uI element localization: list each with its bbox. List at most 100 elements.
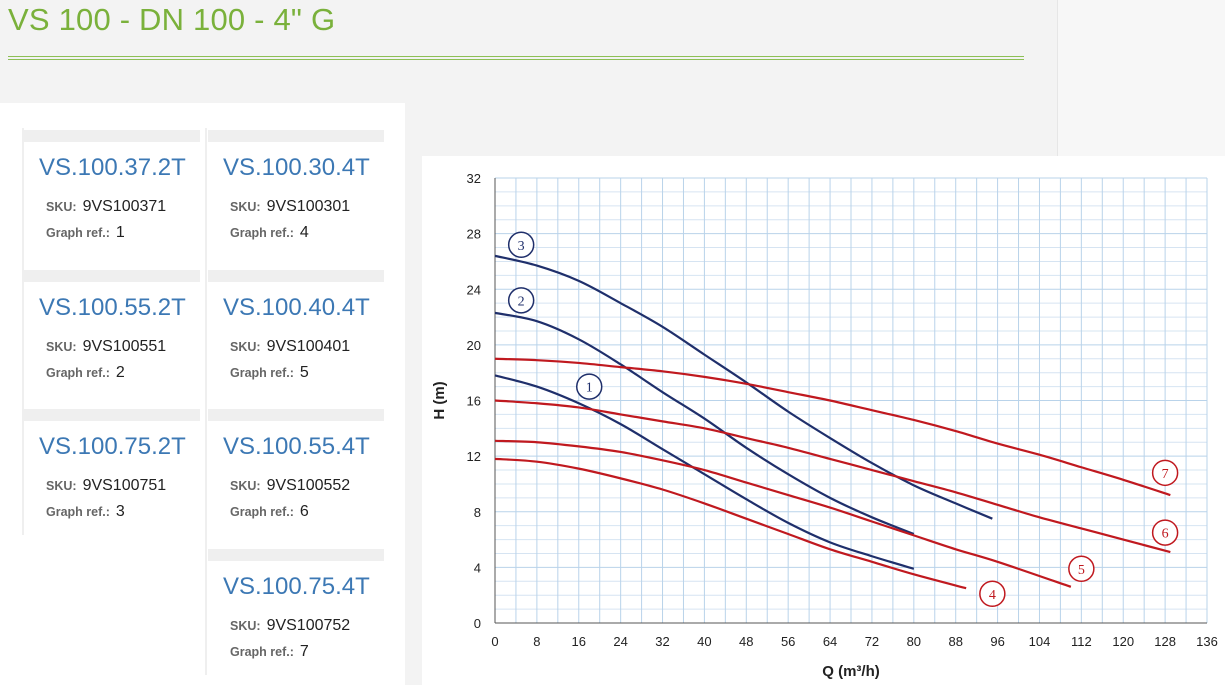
- graph-ref-label: Graph ref.:: [230, 226, 294, 240]
- sku-row: SKU: 9VS100551: [46, 338, 166, 356]
- curve-label: 1: [586, 381, 593, 396]
- curve-label-badge: [575, 373, 603, 400]
- curve-3: [494, 254, 993, 520]
- y-tick-label: 28: [467, 227, 481, 242]
- sku-label: SKU:: [230, 200, 261, 214]
- sku-label: SKU:: [230, 619, 261, 633]
- graph-ref-row: Graph ref.: 6: [230, 503, 309, 521]
- graph-ref-value: 5: [299, 364, 309, 381]
- graph-ref-value: 7: [299, 643, 309, 660]
- x-axis-title: Q (m³/h): [822, 663, 880, 680]
- card-separator: [24, 130, 200, 142]
- x-tick-label: 88: [948, 634, 962, 649]
- x-tick-label: 0: [491, 634, 498, 649]
- card-separator: [208, 270, 384, 282]
- curve-label-badge: [507, 231, 535, 258]
- curve-2: [494, 311, 915, 536]
- x-tick-label: 8: [533, 634, 540, 649]
- x-tick-label: 120: [1112, 634, 1134, 649]
- curve-label: 6: [1162, 527, 1169, 542]
- sku-value: 9VS100752: [266, 617, 351, 634]
- product-name-link[interactable]: VS.100.40.4T: [223, 294, 370, 321]
- curve-1: [494, 374, 915, 570]
- curve-label-badge: [1151, 519, 1179, 546]
- x-tick-label: 48: [739, 634, 753, 649]
- curve-7: [494, 357, 1171, 497]
- y-tick-label: 20: [467, 338, 481, 353]
- y-tick-label: 12: [467, 449, 481, 464]
- graph-ref-row: Graph ref.: 7: [230, 643, 309, 661]
- graph-ref-value: 3: [115, 503, 125, 520]
- sku-value: 9VS100751: [82, 477, 167, 494]
- curve-label: 2: [518, 294, 525, 309]
- title-divider-secondary: [8, 59, 1024, 60]
- x-tick-label: 16: [572, 634, 586, 649]
- sku-row: SKU: 9VS100371: [46, 198, 166, 216]
- x-tick-label: 72: [865, 634, 879, 649]
- sku-value: 9VS100552: [266, 477, 351, 494]
- graph-ref-row: Graph ref.: 1: [46, 224, 125, 242]
- product-name-link[interactable]: VS.100.75.2T: [39, 433, 186, 460]
- column-divider: [22, 128, 24, 535]
- graph-ref-row: Graph ref.: 3: [46, 503, 125, 521]
- x-tick-label: 24: [613, 634, 627, 649]
- curve-label-badge: [1068, 555, 1095, 583]
- product-name-link[interactable]: VS.100.37.2T: [39, 154, 186, 181]
- graph-ref-value: 4: [299, 224, 309, 241]
- sku-value: 9VS100371: [82, 198, 167, 215]
- page-title: VS 100 - DN 100 - 4" G: [8, 2, 336, 37]
- graph-ref-label: Graph ref.:: [46, 226, 110, 240]
- graph-ref-label: Graph ref.:: [230, 366, 294, 380]
- curve-label: 3: [518, 239, 525, 254]
- curve-4: [494, 457, 967, 590]
- card-separator: [208, 130, 384, 142]
- pump-curve-chart: 0 8 16 24 32 40 48 56 64 72 80 88 96 104 112 120 128 136 0…: [422, 156, 1225, 685]
- card-separator: [24, 270, 200, 282]
- sku-row: SKU: 9VS100751: [46, 477, 166, 495]
- product-card: VS.100.40.4T SKU: 9VS100401 Graph ref.: 5: [208, 270, 384, 402]
- x-tick-label: 104: [1029, 634, 1051, 649]
- product-name-link[interactable]: VS.100.75.4T: [223, 573, 370, 600]
- x-tick-label: 96: [990, 634, 1004, 649]
- graph-ref-label: Graph ref.:: [230, 645, 294, 659]
- sku-value: 9VS100301: [266, 198, 351, 215]
- x-tick-label: 64: [823, 634, 837, 649]
- product-name-link[interactable]: VS.100.30.4T: [223, 154, 370, 181]
- y-tick-label: 4: [474, 560, 481, 575]
- x-tick-label: 56: [781, 634, 795, 649]
- y-tick-label: 8: [474, 505, 481, 520]
- product-card: VS.100.37.2T SKU: 9VS100371 Graph ref.: 1: [24, 130, 200, 262]
- product-name-link[interactable]: VS.100.55.2T: [39, 294, 186, 321]
- curve-label-badge: [507, 287, 535, 314]
- card-separator: [208, 409, 384, 421]
- product-name-link[interactable]: VS.100.55.4T: [223, 433, 370, 460]
- graph-ref-label: Graph ref.:: [46, 366, 110, 380]
- sku-label: SKU:: [230, 479, 261, 493]
- graph-ref-value: 6: [299, 503, 309, 520]
- product-card: VS.100.55.4T SKU: 9VS100552 Graph ref.: 6: [208, 409, 384, 541]
- card-separator: [208, 549, 384, 561]
- sku-value: 9VS100551: [82, 338, 167, 355]
- curve-label: 7: [1162, 467, 1169, 482]
- y-tick-label: 0: [474, 616, 481, 631]
- sku-label: SKU:: [46, 340, 77, 354]
- y-tick-label: 16: [467, 394, 481, 409]
- product-card: VS.100.55.2T SKU: 9VS100551 Graph ref.: 2: [24, 270, 200, 402]
- x-tick-label: 112: [1071, 634, 1092, 649]
- curve-label-badge: [1151, 459, 1179, 487]
- sku-label: SKU:: [230, 340, 261, 354]
- curve-label-badge: [979, 580, 1006, 608]
- curve-5: [494, 439, 1072, 588]
- y-axis-title: H (m): [431, 381, 448, 419]
- x-tick-label: 128: [1154, 634, 1176, 649]
- product-card: VS.100.75.4T SKU: 9VS100752 Graph ref.: 7: [208, 549, 384, 681]
- x-tick-label: 80: [907, 634, 921, 649]
- graph-ref-value: 1: [115, 224, 125, 241]
- graph-ref-label: Graph ref.:: [230, 505, 294, 519]
- y-tick-label: 32: [467, 171, 481, 186]
- card-separator: [24, 409, 200, 421]
- title-divider: [8, 56, 1024, 57]
- sku-label: SKU:: [46, 200, 77, 214]
- sku-row: SKU: 9VS100401: [230, 338, 350, 356]
- curve-label: 5: [1078, 563, 1085, 578]
